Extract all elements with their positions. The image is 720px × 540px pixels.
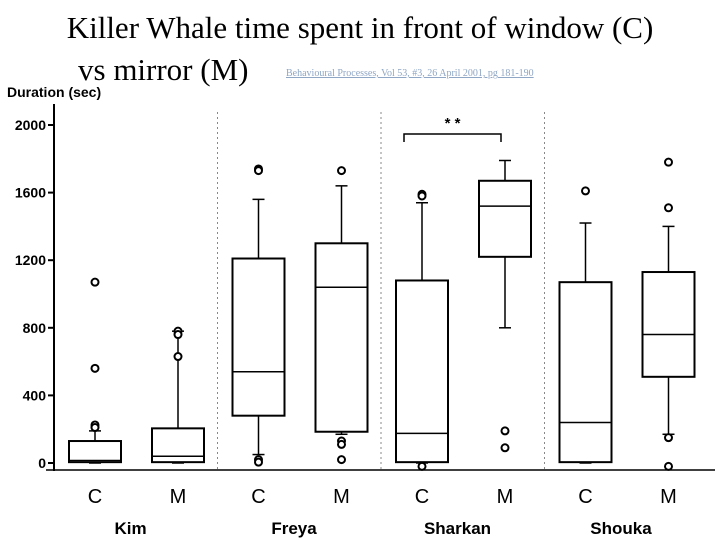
box-kim-m-outlier (173, 330, 183, 340)
box-freya-m-outlier (337, 439, 346, 449)
condition-label: M (333, 486, 350, 508)
box-shouka-c-outlier (581, 186, 590, 196)
box-sharkan-m-outlier (500, 443, 510, 453)
box-kim-c-outlier (90, 277, 100, 287)
y-tick-label: 1600 (15, 185, 46, 201)
box-shouka-m-outlier (664, 203, 673, 213)
group-label: Kim (114, 519, 146, 538)
box-shouka-m-outlier (664, 461, 673, 471)
group-label: Shouka (590, 519, 652, 538)
group-label: Sharkan (424, 519, 491, 538)
box-kim-c-outlier (90, 363, 100, 373)
condition-label: M (170, 486, 187, 508)
citation-link[interactable]: Behavioural Processes, Vol 53, #3, 26 Ap… (286, 68, 534, 79)
box-kim-c (68, 440, 122, 464)
significance-bracket (403, 133, 502, 142)
box-shouka-m-outlier (664, 433, 673, 443)
box-shouka-m-outlier (664, 157, 673, 167)
condition-label: C (88, 486, 102, 508)
box-sharkan-c-outlier (417, 191, 427, 201)
chart-title-line2: vs mirror (M) (78, 52, 249, 87)
box-freya-c-outlier (254, 457, 263, 467)
y-tick-label: 800 (23, 320, 47, 336)
box-freya-m (314, 242, 369, 433)
box-freya-c-outlier (254, 166, 263, 176)
y-tick-label: 400 (23, 387, 47, 403)
box-freya-m-outlier (337, 166, 346, 176)
box-shouka-m (641, 271, 696, 378)
y-tick-label: 0 (38, 455, 46, 471)
chart-title-line1: Killer Whale time spent in front of wind… (66, 10, 654, 45)
box-sharkan-m-outlier (500, 426, 510, 436)
y-axis-label: Duration (sec) (7, 84, 102, 100)
box-freya-c (231, 257, 286, 417)
condition-label: C (415, 486, 429, 508)
condition-label: M (660, 486, 677, 508)
box-kim-m-outlier (173, 352, 183, 362)
condition-label: C (251, 486, 265, 508)
y-tick-label: 1200 (15, 252, 46, 268)
significance-label: * * (445, 115, 461, 132)
box-shouka-c (558, 281, 613, 464)
box-kim-m (151, 427, 205, 464)
box-sharkan-m (478, 179, 532, 258)
box-sharkan-c (395, 279, 449, 464)
box-kim-c-outlier (90, 423, 100, 433)
group-label: Freya (271, 519, 317, 538)
y-tick-label: 2000 (15, 117, 46, 133)
condition-label: C (578, 486, 592, 508)
condition-label: M (497, 486, 514, 508)
box-sharkan-c-outlier (417, 461, 427, 471)
box-freya-m-outlier (337, 455, 346, 465)
